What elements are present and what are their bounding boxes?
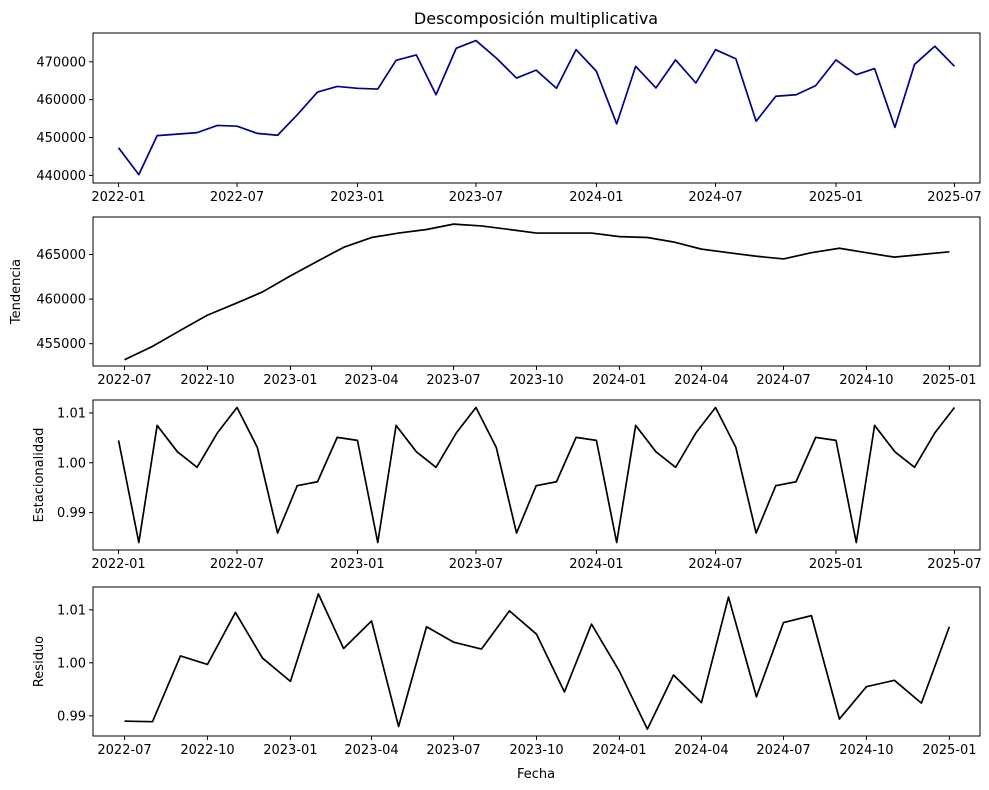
x-tick-label: 2023-01 xyxy=(330,557,384,572)
y-tick-label: 0.99 xyxy=(57,506,86,521)
x-tick-label: 2022-07 xyxy=(210,557,264,572)
y-tick-label: 465000 xyxy=(36,248,86,263)
axes-frame xyxy=(92,32,981,184)
subplot-panels: 2022-01 2022-07 2023-01 2023-07 2024-01 2024-… xyxy=(9,32,982,758)
y-tick-label: 1.01 xyxy=(57,406,86,421)
x-tick-label: 2024-04 xyxy=(674,373,728,388)
x-tick-label: 2024-10 xyxy=(839,743,893,758)
axes-frame xyxy=(92,399,981,551)
x-tick-label: 2022-07 xyxy=(210,190,264,205)
x-tick-label: 2022-10 xyxy=(180,373,234,388)
x-tick-label: 2024-07 xyxy=(756,373,810,388)
figure-title: Descomposición multiplicativa xyxy=(414,9,658,28)
x-tick-label: 2024-01 xyxy=(569,557,623,572)
y-tick-label: 1.01 xyxy=(57,603,86,618)
x-tick-label: 2024-10 xyxy=(839,373,893,388)
x-tick-label: 2023-01 xyxy=(330,190,384,205)
series-line xyxy=(124,223,950,361)
x-tick-label: 2025-07 xyxy=(927,190,981,205)
y-tick-label: 440000 xyxy=(36,169,86,184)
subplot-1: 2022-01 2022-07 2023-01 2023-07 2024-01 2024-… xyxy=(36,32,982,205)
x-tick-label: 2025-01 xyxy=(922,743,976,758)
x-tick-label: 2024-07 xyxy=(756,743,810,758)
y-tick-label: 0.99 xyxy=(57,709,86,724)
x-tick-label: 2022-01 xyxy=(91,557,145,572)
y-tick-label: 470000 xyxy=(36,55,86,70)
y-tick-label: 460000 xyxy=(36,93,86,108)
x-tick-label: 2022-07 xyxy=(97,743,151,758)
series-line xyxy=(124,593,951,730)
subplot-3: 2022-01 2022-07 2023-01 2023-07 2024-01 2024-… xyxy=(32,399,982,572)
x-tick-label: 2023-07 xyxy=(426,373,480,388)
x-tick-label: 2023-07 xyxy=(449,190,503,205)
x-tick-label: 2023-01 xyxy=(263,743,317,758)
x-axis-label: Fecha xyxy=(517,767,555,782)
y-tick-label: 460000 xyxy=(36,293,86,308)
x-tick-label: 2025-01 xyxy=(809,557,863,572)
x-tick-label: 2023-07 xyxy=(449,557,503,572)
y-tick-label: 1.00 xyxy=(57,456,86,471)
x-tick-label: 2025-01 xyxy=(922,373,976,388)
x-tick-label: 2022-10 xyxy=(180,743,234,758)
x-tick-label: 2023-04 xyxy=(344,373,398,388)
x-tick-label: 2024-01 xyxy=(569,190,623,205)
y-axis-label: Tendencia xyxy=(9,259,24,325)
x-tick-label: 2024-04 xyxy=(674,743,728,758)
x-tick-label: 2025-07 xyxy=(927,557,981,572)
x-tick-label: 2024-01 xyxy=(592,743,646,758)
y-axis-label: Residuo xyxy=(32,636,47,687)
x-tick-label: 2023-10 xyxy=(509,743,563,758)
x-tick-label: 2022-01 xyxy=(91,190,145,205)
series-line xyxy=(117,39,956,176)
subplot-4: 2022-07 2022-10 2023-01 2023-04 2023-07 2023-… xyxy=(32,586,981,758)
x-tick-label: 2025-01 xyxy=(809,190,863,205)
series-line xyxy=(117,406,956,544)
y-axis-label: Estacionalidad xyxy=(32,428,47,523)
x-tick-label: 2023-01 xyxy=(263,373,317,388)
x-tick-label: 2024-07 xyxy=(688,190,742,205)
x-tick-label: 2023-04 xyxy=(344,743,398,758)
subplot-2: 2022-07 2022-10 2023-01 2023-04 2023-07 2023-… xyxy=(9,216,981,388)
x-tick-label: 2024-01 xyxy=(592,373,646,388)
x-tick-label: 2022-07 xyxy=(97,373,151,388)
y-tick-label: 450000 xyxy=(36,131,86,146)
x-tick-label: 2023-10 xyxy=(509,373,563,388)
y-tick-label: 1.00 xyxy=(57,656,86,671)
y-tick-label: 455000 xyxy=(36,337,86,352)
x-tick-label: 2023-07 xyxy=(426,743,480,758)
x-tick-label: 2024-07 xyxy=(688,557,742,572)
